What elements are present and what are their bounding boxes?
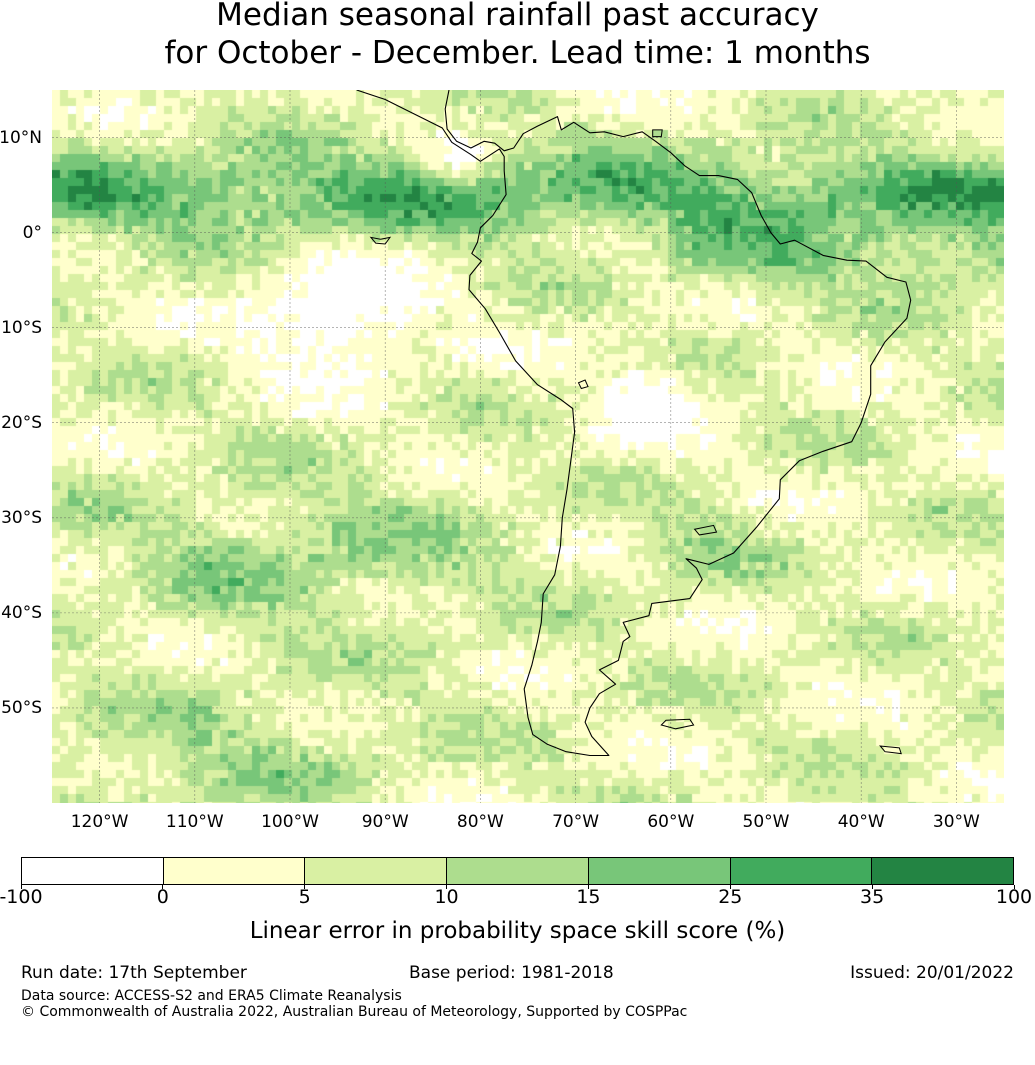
colorbar-tick-mark [729,885,731,889]
colorbar-tick-label: 25 [718,886,743,908]
latitude-label: 10°S [1,317,42,338]
colorbar-tick-mark [871,885,873,889]
colorbar-segment [872,858,1014,884]
colorbar-tick-mark [304,885,306,889]
map-overlay [52,90,1004,803]
colorbar-tick-mark [162,885,164,889]
longitude-label: 80°W [456,812,504,832]
colorbar-tick-mark [20,885,22,889]
base-period: Base period: 1981-2018 [409,963,614,983]
longitude-label: 30°W [932,812,980,832]
longitude-label: 110°W [165,812,224,832]
skill-score-raster [52,90,1004,803]
colorbar-tick-mark [446,885,448,889]
coastline [356,90,912,757]
island-outline [879,745,902,755]
latitude-label: 10°N [0,127,42,148]
latitude-label: 50°S [1,697,42,718]
latitude-label: 0° [22,222,42,243]
skill-score-map [52,90,1004,803]
map-title-line-1: Median seasonal rainfall past accuracy [216,0,819,33]
island-outline [652,129,663,138]
colorbar-segment [447,858,589,884]
colorbar-tick-label: 0 [156,886,169,908]
longitude-label: 60°W [647,812,695,832]
latitude-label: 40°S [1,602,42,623]
latitude-label: 30°S [1,507,42,528]
longitude-label: 90°W [361,812,409,832]
colorbar-tick-label: 15 [576,886,601,908]
island-outline [660,718,695,730]
colorbar-tick-label: 5 [298,886,311,908]
colorbar-tick-mark [587,885,589,889]
longitude-label: 70°W [552,812,600,832]
run-date: Run date: 17th September [21,963,247,983]
colorbar-tick-label: 35 [860,886,885,908]
island-outline [577,379,589,390]
longitude-label: 100°W [261,812,319,832]
colorbar [21,857,1014,885]
colorbar-segment [163,858,306,884]
colorbar-segment [730,858,873,884]
colorbar-tick-label: 100 [995,886,1033,908]
latitude-label: 20°S [1,412,42,433]
island-outline [369,236,392,245]
longitude-label: 40°W [837,812,885,832]
island-outline [693,524,718,536]
colorbar-segment [305,858,448,884]
copyright-notice: © Commonwealth of Australia 2022, Austra… [21,1004,688,1020]
map-title-line-2: for October - December. Lead time: 1 mon… [164,35,871,71]
colorbar-label: Linear error in probability space skill … [249,918,786,944]
colorbar-tick-label: -100 [0,886,43,908]
issued-date: Issued: 20/01/2022 [850,963,1014,983]
colorbar-tick-mark [1013,885,1015,889]
colorbar-segment [22,858,164,884]
colorbar-tick-label: 10 [434,886,459,908]
colorbar-segment [588,858,731,884]
data-source: Data source: ACCESS-S2 and ERA5 Climate … [21,988,402,1004]
longitude-label: 120°W [70,812,129,832]
longitude-label: 50°W [742,812,790,832]
